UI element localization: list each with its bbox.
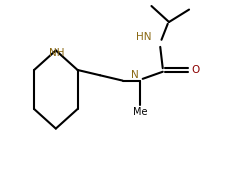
- Text: HN: HN: [136, 32, 151, 42]
- Text: NH: NH: [49, 48, 64, 57]
- Text: N: N: [131, 70, 139, 80]
- Text: Me: Me: [133, 107, 147, 117]
- Text: O: O: [192, 65, 200, 75]
